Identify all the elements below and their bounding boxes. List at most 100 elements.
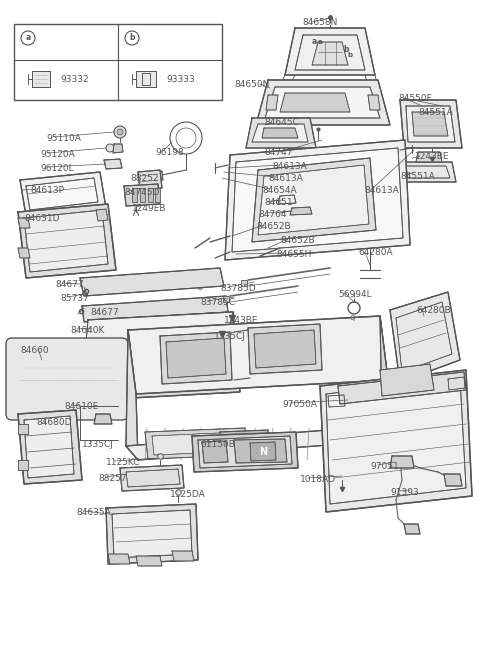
Polygon shape — [88, 312, 240, 400]
Polygon shape — [368, 95, 380, 110]
Polygon shape — [220, 430, 270, 458]
Text: 84613P: 84613P — [30, 186, 64, 195]
Polygon shape — [112, 510, 192, 558]
Polygon shape — [258, 165, 369, 235]
Circle shape — [323, 98, 327, 102]
Text: 84551A: 84551A — [418, 108, 453, 117]
Text: 95110A: 95110A — [46, 134, 81, 143]
Polygon shape — [248, 324, 322, 374]
Polygon shape — [225, 140, 410, 260]
Polygon shape — [380, 316, 392, 440]
Circle shape — [117, 129, 123, 135]
Polygon shape — [172, 551, 194, 561]
Text: 84680D: 84680D — [36, 418, 72, 427]
Text: a: a — [312, 38, 317, 47]
Text: 83785D: 83785D — [220, 284, 256, 293]
Circle shape — [106, 144, 114, 152]
Circle shape — [173, 476, 179, 481]
Circle shape — [168, 285, 173, 289]
Text: 84658N: 84658N — [302, 18, 337, 27]
Text: 84650N: 84650N — [234, 80, 269, 89]
Text: 95120A: 95120A — [40, 150, 75, 159]
Text: 1125DA: 1125DA — [170, 490, 206, 499]
Circle shape — [235, 434, 255, 454]
Text: 84610E: 84610E — [64, 402, 98, 411]
Polygon shape — [124, 184, 160, 206]
Polygon shape — [234, 439, 287, 463]
Polygon shape — [404, 524, 420, 534]
Polygon shape — [266, 95, 278, 110]
Polygon shape — [252, 158, 376, 242]
Polygon shape — [166, 338, 226, 378]
Text: a: a — [318, 39, 322, 45]
Circle shape — [293, 98, 297, 102]
Text: 1249EB: 1249EB — [132, 204, 167, 213]
Circle shape — [198, 305, 203, 311]
Polygon shape — [80, 342, 95, 402]
Text: 1243BE: 1243BE — [415, 152, 449, 161]
Text: b: b — [129, 34, 135, 43]
Circle shape — [168, 305, 173, 311]
Text: 64280A: 64280A — [358, 248, 393, 257]
Text: 84655H: 84655H — [276, 250, 312, 259]
Polygon shape — [256, 80, 390, 125]
Text: 88257: 88257 — [98, 474, 127, 483]
Polygon shape — [246, 118, 316, 148]
Text: 96120L: 96120L — [40, 164, 73, 173]
Polygon shape — [160, 332, 232, 384]
Circle shape — [190, 352, 196, 358]
Polygon shape — [444, 474, 462, 486]
Text: 84652B: 84652B — [256, 222, 290, 231]
Polygon shape — [152, 432, 243, 455]
Polygon shape — [192, 432, 298, 472]
Polygon shape — [26, 414, 44, 424]
Circle shape — [208, 447, 218, 457]
Polygon shape — [254, 330, 316, 368]
Circle shape — [147, 476, 153, 481]
Polygon shape — [138, 170, 162, 190]
Text: 1335CJ: 1335CJ — [82, 440, 114, 449]
Text: 84645C: 84645C — [264, 118, 299, 127]
Polygon shape — [312, 42, 348, 65]
Polygon shape — [136, 71, 156, 87]
Circle shape — [119, 545, 125, 551]
Circle shape — [175, 542, 181, 548]
Text: 84631D: 84631D — [24, 214, 60, 223]
Polygon shape — [148, 188, 153, 202]
Polygon shape — [232, 148, 403, 252]
Circle shape — [138, 305, 143, 311]
Circle shape — [338, 472, 346, 480]
Polygon shape — [338, 372, 466, 404]
Polygon shape — [390, 292, 460, 382]
Polygon shape — [18, 204, 116, 278]
Polygon shape — [400, 100, 462, 148]
Polygon shape — [290, 207, 312, 215]
Polygon shape — [108, 554, 130, 564]
Text: 93333: 93333 — [166, 74, 195, 83]
Text: 84677: 84677 — [90, 308, 119, 317]
Polygon shape — [94, 414, 112, 424]
Text: 1335CJ: 1335CJ — [214, 332, 246, 341]
Text: 84635A: 84635A — [76, 508, 111, 517]
Polygon shape — [113, 144, 123, 153]
Polygon shape — [285, 28, 375, 75]
Polygon shape — [24, 210, 108, 272]
Polygon shape — [82, 296, 228, 322]
Text: 1125KC: 1125KC — [106, 458, 141, 467]
Polygon shape — [24, 416, 74, 478]
Circle shape — [108, 305, 113, 311]
Polygon shape — [126, 426, 392, 460]
Circle shape — [308, 98, 312, 102]
Text: N: N — [259, 447, 267, 457]
Circle shape — [150, 352, 156, 358]
Circle shape — [198, 285, 203, 289]
Text: 56994L: 56994L — [338, 290, 372, 299]
Polygon shape — [18, 460, 28, 470]
Text: 97050A: 97050A — [282, 400, 317, 409]
Polygon shape — [32, 71, 50, 87]
Text: 84747: 84747 — [264, 148, 292, 157]
Text: 84660: 84660 — [20, 346, 48, 355]
Text: 91393: 91393 — [390, 488, 419, 497]
Circle shape — [338, 98, 342, 102]
Polygon shape — [380, 364, 434, 396]
